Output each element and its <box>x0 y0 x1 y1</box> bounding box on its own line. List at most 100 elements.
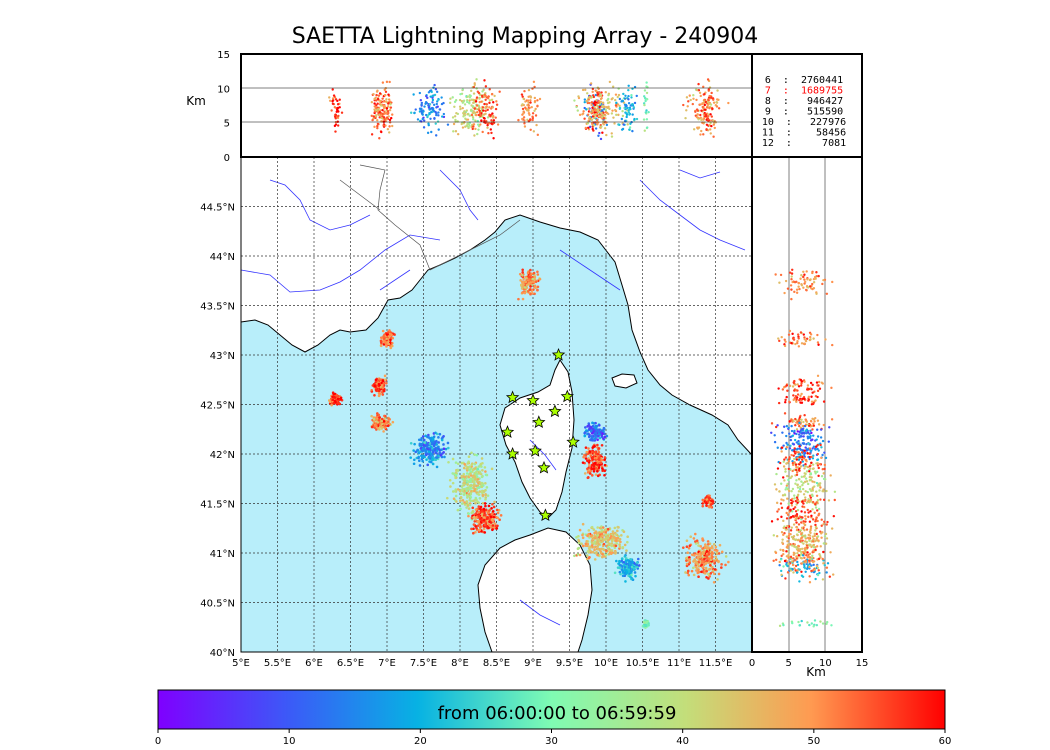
side-source-point <box>821 531 824 534</box>
source-point <box>467 455 471 459</box>
side-source-point <box>772 534 776 537</box>
top-source-point <box>481 90 484 93</box>
source-point <box>584 544 588 548</box>
source-point <box>391 336 394 340</box>
top-source-point <box>533 96 537 100</box>
side-source-point <box>803 414 806 417</box>
source-point <box>462 472 466 476</box>
top-source-point <box>428 104 431 108</box>
side-source-point <box>810 449 813 452</box>
source-point <box>703 557 706 561</box>
source-point <box>614 539 618 542</box>
top-source-point <box>483 113 486 116</box>
source-point <box>477 501 480 504</box>
top-source-point <box>380 116 383 120</box>
side-source-point <box>775 472 778 476</box>
source-point <box>694 560 698 563</box>
side-source-point <box>778 560 781 564</box>
top-source-point <box>643 89 647 92</box>
top-source-point <box>688 94 691 97</box>
source-point <box>472 484 476 487</box>
top-source-point <box>384 90 388 94</box>
top-source-point <box>600 97 603 100</box>
source-point <box>602 555 606 558</box>
top-source-point <box>645 85 648 88</box>
side-source-point <box>777 508 780 511</box>
source-point <box>480 481 484 485</box>
top-source-point <box>645 109 648 112</box>
source-point <box>688 544 692 548</box>
side-source-point <box>785 484 789 487</box>
source-point <box>455 500 458 503</box>
source-point <box>419 450 422 454</box>
top-source-point <box>622 92 625 96</box>
side-source-point <box>805 449 809 452</box>
source-point <box>521 273 524 277</box>
side-source-point <box>812 625 815 628</box>
top-source-point <box>476 110 479 114</box>
side-source-point <box>781 541 784 544</box>
side-xtick-label: 0 <box>749 658 755 669</box>
source-point <box>466 462 470 465</box>
top-source-point <box>699 116 703 120</box>
source-point <box>594 466 598 470</box>
top-source-point <box>471 127 474 131</box>
side-source-point <box>796 551 799 555</box>
top-source-point <box>383 104 386 108</box>
top-source-point <box>388 125 391 128</box>
top-source-point <box>376 124 379 128</box>
top-source-point <box>428 102 432 106</box>
source-point <box>585 540 589 543</box>
legend-row: 6 : 2760441 <box>765 75 843 86</box>
top-source-point <box>340 111 344 114</box>
top-source-point <box>431 94 434 98</box>
side-source-point <box>802 420 805 424</box>
legend-row: 10 : 227976 <box>762 117 846 128</box>
side-source-point <box>793 461 796 464</box>
top-source-point <box>483 79 486 82</box>
top-source-point <box>522 97 525 101</box>
side-source-point <box>790 535 794 539</box>
source-point <box>390 341 394 345</box>
station-star <box>566 435 580 448</box>
source-point <box>477 465 481 468</box>
source-point <box>495 527 499 530</box>
source-point <box>330 403 333 407</box>
side-source-point <box>780 335 783 339</box>
side-source-point <box>797 490 801 493</box>
top-source-point <box>533 109 536 112</box>
top-source-point <box>472 85 476 89</box>
source-point <box>521 291 524 295</box>
top-source-point <box>593 106 596 109</box>
side-source-point <box>804 429 808 433</box>
top-source-point <box>461 106 464 110</box>
top-source-point <box>596 123 599 126</box>
side-source-point <box>805 540 808 544</box>
side-source-point <box>790 560 793 563</box>
top-source-point <box>711 107 714 111</box>
top-source-point <box>712 119 715 122</box>
top-source-point <box>388 108 392 112</box>
source-point <box>440 448 443 451</box>
side-source-point <box>788 432 791 435</box>
side-source-point <box>800 570 803 574</box>
side-source-point <box>792 454 795 457</box>
top-source-point <box>373 108 376 111</box>
side-source-point <box>818 387 822 390</box>
top-source-point <box>454 118 457 122</box>
source-point <box>628 569 631 573</box>
side-source-point <box>825 489 828 493</box>
top-source-point <box>632 106 636 109</box>
top-source-point <box>581 88 585 92</box>
source-point <box>705 569 708 573</box>
top-source-point <box>428 108 432 111</box>
side-source-point <box>782 425 786 428</box>
side-source-point <box>782 499 785 502</box>
source-point <box>468 488 471 491</box>
side-source-point <box>814 503 817 506</box>
side-source-point <box>819 486 822 489</box>
side-source-point <box>814 518 818 521</box>
side-source-point <box>793 457 796 461</box>
side-source-point <box>795 514 799 517</box>
top-source-point <box>432 103 436 107</box>
